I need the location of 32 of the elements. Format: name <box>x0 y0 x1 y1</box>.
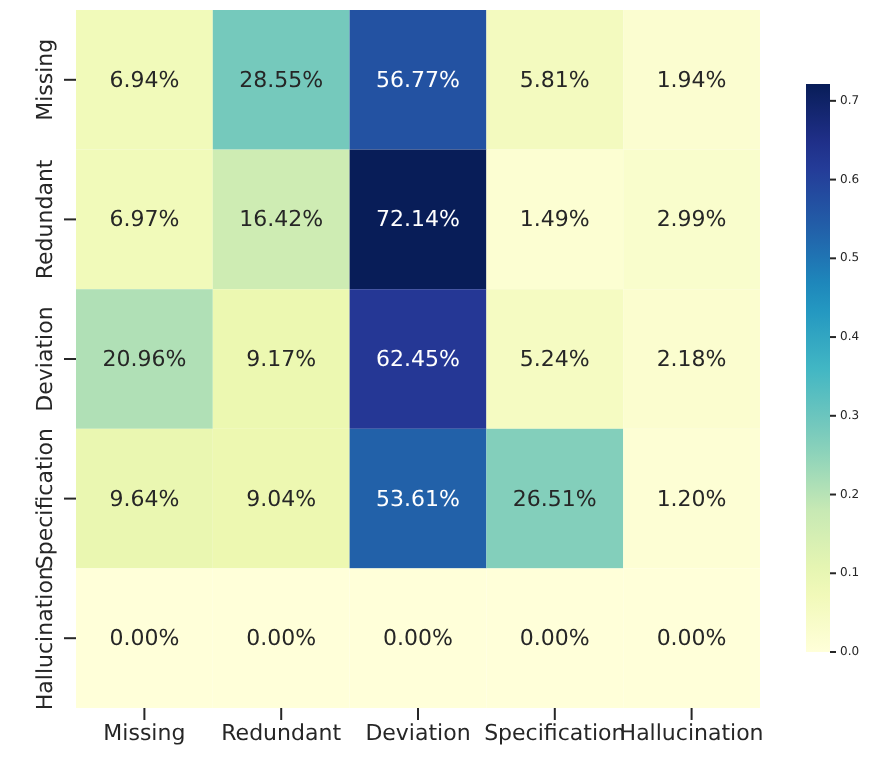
data-label: 56.77% <box>376 66 460 93</box>
y-tick-label: Specification <box>32 427 58 570</box>
data-label: 5.81% <box>519 66 590 93</box>
x-tick-label: Missing <box>103 719 186 746</box>
data-label: 9.17% <box>246 346 317 372</box>
y-tick-label: Deviation <box>32 306 58 412</box>
data-label: 53.61% <box>376 485 460 512</box>
data-label: 0.00% <box>246 625 317 652</box>
data-label: 72.14% <box>376 206 460 233</box>
data-label: 62.45% <box>376 346 460 372</box>
data-label: 1.20% <box>656 485 727 512</box>
data-label: 1.49% <box>519 206 590 233</box>
data-label: 26.51% <box>512 485 597 512</box>
data-label: 9.04% <box>246 485 317 512</box>
x-tick-label: Redundant <box>221 719 343 746</box>
y-tick-label: Redundant <box>32 158 58 280</box>
data-label: 0.00% <box>383 625 453 652</box>
data-label: 6.97% <box>109 206 180 233</box>
data-label: 9.64% <box>109 485 180 512</box>
data-label: 6.94% <box>109 66 180 93</box>
data-label: 2.99% <box>656 206 727 233</box>
data-label: 0.00% <box>519 625 590 652</box>
data-label: 0.00% <box>109 625 180 652</box>
data-label: 16.42% <box>239 206 324 233</box>
data-label: 1.94% <box>656 66 727 93</box>
data-label: 5.24% <box>519 346 590 372</box>
data-label: 0.00% <box>656 625 727 652</box>
data-label: 20.96% <box>102 346 187 372</box>
data-label: 2.18% <box>656 346 727 372</box>
y-tick-label: Missing <box>32 38 58 121</box>
x-tick-label: Deviation <box>365 719 471 746</box>
data-label: 28.55% <box>239 66 324 93</box>
